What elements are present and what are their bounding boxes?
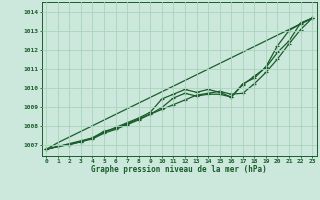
X-axis label: Graphe pression niveau de la mer (hPa): Graphe pression niveau de la mer (hPa): [91, 165, 267, 174]
